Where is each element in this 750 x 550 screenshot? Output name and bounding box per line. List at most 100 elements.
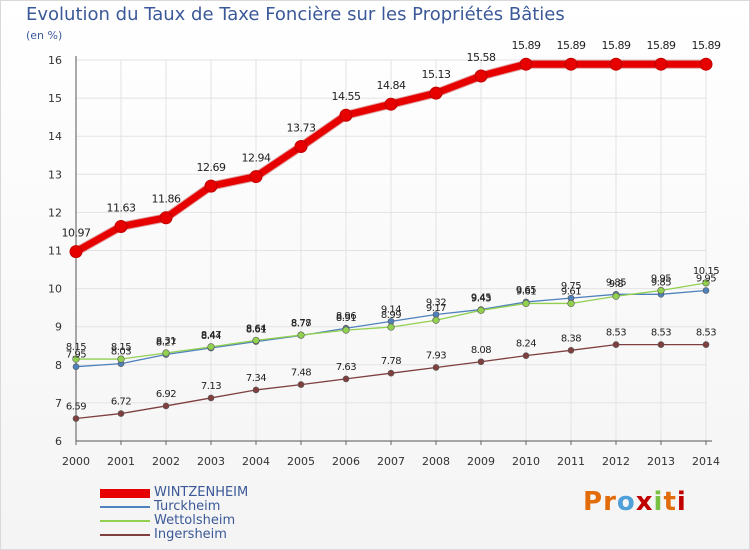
data-label: 8.53 xyxy=(696,328,716,339)
data-point xyxy=(339,108,353,122)
data-point xyxy=(654,57,668,71)
data-point xyxy=(117,410,125,417)
proxiti-logo: Proxiti xyxy=(583,487,687,517)
data-point xyxy=(702,341,710,348)
y-tick-label: 14 xyxy=(48,130,62,143)
logo-letter: o xyxy=(616,487,636,517)
legend-label: WINTZENHEIM xyxy=(154,485,249,500)
data-label: 8.53 xyxy=(606,328,626,339)
data-point xyxy=(567,299,575,308)
data-point xyxy=(387,369,395,377)
data-label: 8.44 xyxy=(201,331,221,342)
data-point xyxy=(657,286,665,295)
data-point xyxy=(207,394,215,402)
data-label: 9.85 xyxy=(606,277,626,288)
data-point xyxy=(699,57,713,71)
data-label: 9.45 xyxy=(471,293,491,304)
data-label: 15.89 xyxy=(602,39,631,52)
data-point xyxy=(702,287,710,294)
data-label: 9.61 xyxy=(561,286,581,297)
data-point xyxy=(249,170,263,184)
data-label: 9.85 xyxy=(651,277,671,288)
x-tick-label: 2013 xyxy=(647,455,675,468)
data-label: 11.86 xyxy=(152,193,181,206)
data-point xyxy=(114,219,128,233)
data-label: 9.61 xyxy=(516,286,536,297)
data-label: 12.69 xyxy=(197,161,226,174)
legend-label: Turckheim xyxy=(154,499,221,514)
data-label: 8.47 xyxy=(201,330,221,341)
data-point xyxy=(342,375,350,383)
x-tick-label: 2001 xyxy=(107,455,135,468)
x-tick-label: 2011 xyxy=(557,455,585,468)
data-point xyxy=(294,139,308,153)
data-label: 6.92 xyxy=(156,389,176,400)
data-label: 7.78 xyxy=(381,356,401,367)
data-label: 11.63 xyxy=(107,201,136,214)
data-point xyxy=(72,363,80,371)
data-label: 8.53 xyxy=(651,328,671,339)
data-label: 10.97 xyxy=(62,227,91,240)
data-point xyxy=(252,336,260,345)
data-label: 9.75 xyxy=(561,281,581,292)
data-label: 15.13 xyxy=(422,68,451,81)
x-tick-label: 2003 xyxy=(197,455,225,468)
legend-label: Ingersheim xyxy=(154,527,227,542)
data-point xyxy=(162,402,170,410)
data-label: 12.94 xyxy=(242,152,271,165)
data-point xyxy=(522,299,530,308)
data-label: 9.65 xyxy=(516,285,536,296)
data-label: 7.95 xyxy=(66,350,86,361)
data-point xyxy=(609,57,623,71)
data-label: 9.8 xyxy=(609,279,624,290)
chart-title: Evolution du Taux de Taxe Foncière sur l… xyxy=(26,4,565,25)
data-label: 8.91 xyxy=(336,313,356,324)
data-label: 8.03 xyxy=(111,347,131,358)
data-label: 7.48 xyxy=(291,368,311,379)
legend-swatch xyxy=(100,488,150,498)
x-tick-label: 2004 xyxy=(242,455,270,468)
data-label: 15.58 xyxy=(467,51,496,64)
data-label: 8.61 xyxy=(246,325,266,336)
data-point xyxy=(297,381,305,388)
data-label: 15.89 xyxy=(512,39,541,52)
data-label: 15.89 xyxy=(692,39,721,52)
data-point xyxy=(117,355,125,363)
line-chart: 6 7 8 9 10 11 12 13 14 15 16 2000 2001 2002 2003 2004 20… xyxy=(48,39,721,468)
data-point xyxy=(159,211,173,225)
data-label: 8.31 xyxy=(156,336,176,347)
data-label: 9.95 xyxy=(651,274,671,285)
data-point xyxy=(72,415,80,422)
y-tick-label: 13 xyxy=(48,168,62,181)
y-tick-label: 16 xyxy=(48,54,62,67)
data-point xyxy=(432,364,440,371)
x-tick-label: 2005 xyxy=(287,455,315,468)
logo-letter: P xyxy=(583,487,604,517)
x-tick-label: 2000 xyxy=(62,455,90,468)
y-tick-label: 9 xyxy=(55,321,62,334)
data-label: 9.95 xyxy=(696,274,716,285)
x-tick-label: 2010 xyxy=(512,455,540,468)
data-point xyxy=(204,179,218,193)
data-point xyxy=(612,292,620,300)
y-tick-label: 7 xyxy=(55,397,62,410)
data-point xyxy=(567,347,575,354)
data-point xyxy=(384,97,398,111)
data-point xyxy=(657,341,665,348)
data-label: 15.89 xyxy=(557,39,586,52)
x-tick-label: 2007 xyxy=(377,455,405,468)
legend-swatch xyxy=(100,520,150,522)
data-label: 6.72 xyxy=(111,397,131,408)
data-point xyxy=(69,245,83,259)
data-label: 14.55 xyxy=(332,90,361,103)
x-tick-label: 2002 xyxy=(152,455,180,468)
data-label: 9.32 xyxy=(426,298,446,309)
data-label: 15.89 xyxy=(647,39,676,52)
y-tick-label: 6 xyxy=(55,435,62,448)
data-point xyxy=(564,57,578,71)
data-point xyxy=(432,316,440,324)
data-point xyxy=(252,386,260,394)
data-point xyxy=(342,326,350,334)
data-label: 9.43 xyxy=(471,293,491,304)
